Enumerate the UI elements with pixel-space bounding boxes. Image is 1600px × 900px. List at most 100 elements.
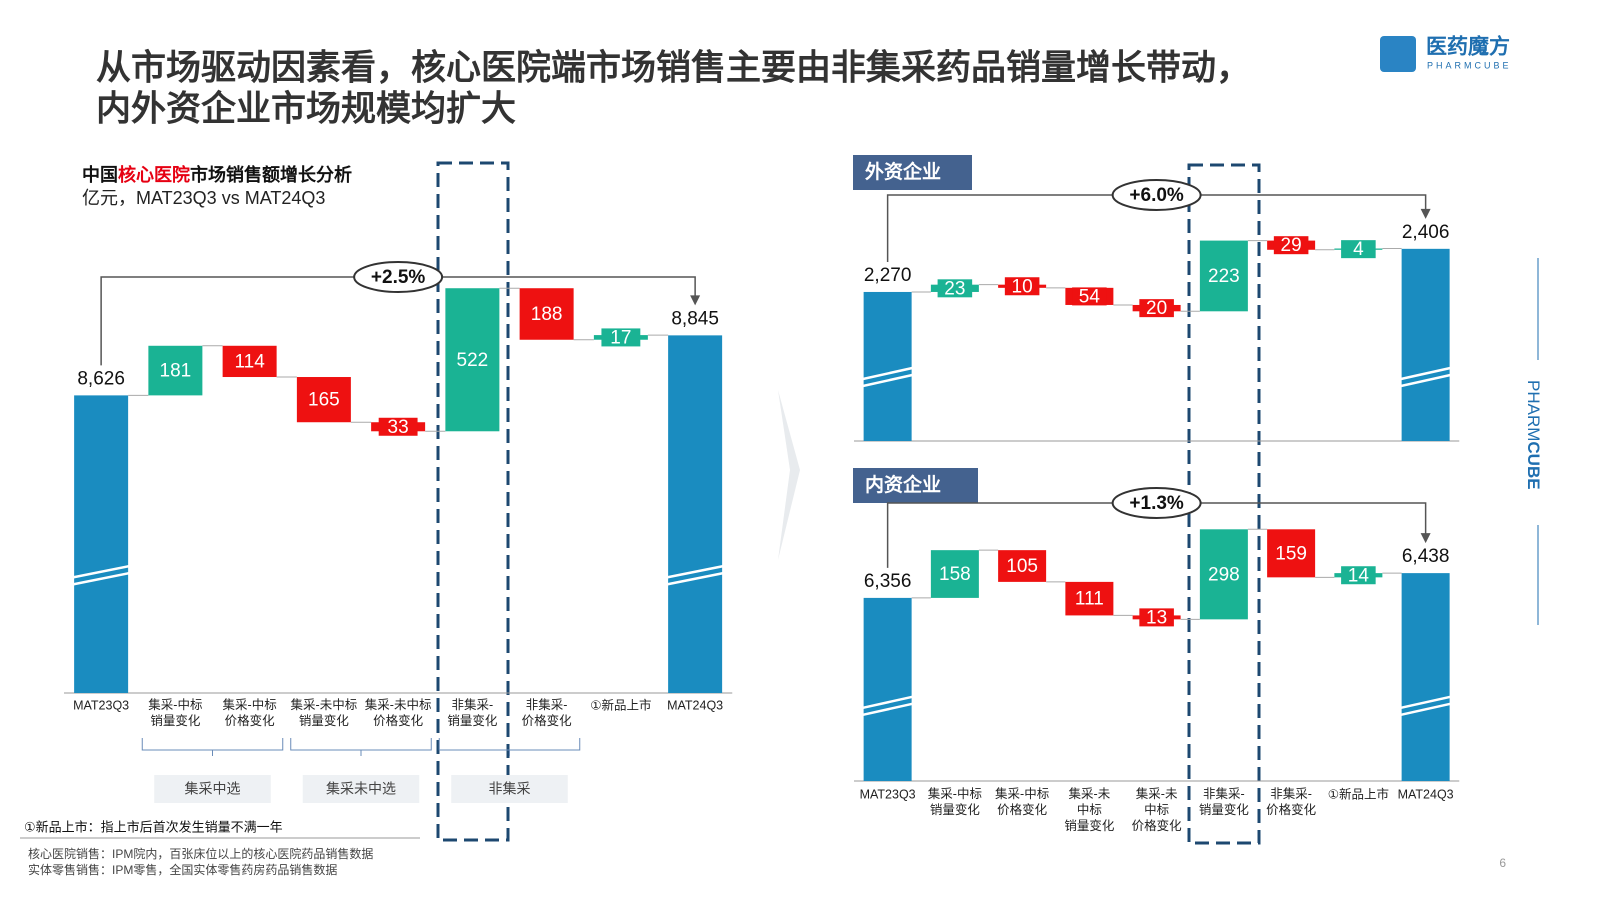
change-bar: [930, 550, 979, 598]
axis-break: [70, 564, 132, 579]
label-line: 集采-未: [1136, 786, 1178, 801]
growth-ellipse: [1111, 179, 1202, 211]
value-label: 159: [1275, 543, 1307, 564]
growth-label: +6.0%: [1129, 185, 1184, 206]
label-line: 销量变化: [150, 713, 201, 728]
side-brand-b: CUBE: [1524, 441, 1543, 489]
x-tick-label: 集采-未中标销量变化: [291, 697, 358, 728]
label-line: 价格变化: [225, 713, 276, 728]
value-label: 111: [1075, 589, 1104, 610]
x-tick-label: MAT23Q3: [73, 698, 129, 712]
x-tick-label: 非集采-价格变化: [522, 697, 573, 728]
label-line: 非集采-: [526, 697, 568, 712]
change-bar: [998, 550, 1047, 582]
x-tick-label: ①新品上市: [1328, 786, 1389, 801]
value-label: 8,626: [77, 368, 125, 389]
total-bar: [1401, 573, 1450, 781]
logo: 医药魔方 PHARMCUBE: [1380, 35, 1510, 72]
value-label: 158: [939, 564, 971, 585]
panel-title: 内资企业: [865, 473, 941, 496]
group-box: [451, 775, 568, 803]
axis-break: [860, 702, 915, 717]
label-line: 销量变化: [930, 802, 981, 817]
axis-break: [860, 695, 915, 710]
change-bar: [148, 345, 203, 396]
value-label: 188: [531, 304, 563, 325]
change-bar: [445, 288, 500, 432]
group-label: 非集采: [489, 781, 531, 797]
chart-subtitle: 亿元，MAT23Q3 vs MAT24Q3: [82, 188, 325, 208]
value-label: 298: [1208, 564, 1240, 585]
label-line: 集采-未中标: [291, 697, 358, 712]
change-bar: [222, 345, 277, 378]
footnote: ①新品上市：指上市后首次发生销量不满一年: [24, 819, 283, 834]
group-box: [302, 775, 420, 803]
arrow-head: [1420, 533, 1431, 544]
x-tick-label: MAT24Q3: [667, 698, 723, 712]
side-brand: PHARMCUBE: [1524, 380, 1543, 490]
arrow-chevron: [778, 390, 800, 560]
label-line: 销量变化: [299, 713, 350, 728]
value-label: 6,356: [864, 571, 912, 592]
footnote: 实体零售销售：IPM零售，全国实体零售药房药品销售数据: [28, 862, 337, 877]
label-box: [1072, 287, 1107, 306]
x-tick-label: 集采-中标价格变化: [223, 697, 277, 728]
x-tick-label: MAT24Q3: [1398, 787, 1454, 801]
value-label: 14: [1348, 565, 1370, 586]
axis-break: [664, 571, 726, 586]
label-box: [1273, 236, 1309, 255]
label-line: 价格变化: [1266, 802, 1317, 817]
arrow-head: [1420, 208, 1431, 219]
x-tick-label: 集采-中标销量变化: [928, 786, 982, 817]
label-line: 非集采-: [1270, 786, 1312, 801]
total-bar: [668, 335, 723, 693]
label-line: 销量变化: [1199, 802, 1250, 817]
label-box: [1139, 608, 1174, 627]
group-label: 集采中选: [185, 781, 241, 797]
change-bar: [519, 288, 574, 340]
title-highlight: 核心医院: [118, 164, 190, 185]
axis-break: [70, 571, 132, 586]
highlight-box: [436, 161, 510, 842]
change-bar: [1199, 529, 1248, 620]
x-tick-label: 集采-未中标销量变化: [1064, 786, 1115, 833]
change-bar: [1267, 529, 1316, 578]
value-label: 114: [234, 351, 265, 372]
label-line: 销量变化: [1064, 818, 1115, 833]
value-label: 4: [1353, 239, 1364, 260]
label-line: 价格变化: [997, 802, 1048, 817]
title-part: 中国: [82, 164, 118, 185]
total-bar: [74, 395, 129, 693]
axis-break: [860, 366, 915, 381]
value-label: 2,406: [1402, 222, 1450, 243]
axis-break: [664, 564, 726, 579]
label-box: [378, 417, 418, 436]
growth-ellipse: [353, 261, 444, 293]
label-box: [1341, 566, 1376, 585]
chart-title: 中国核心医院市场销售额增长分析: [82, 164, 352, 185]
value-label: 8,845: [671, 308, 719, 329]
x-tick-label: 非集采-价格变化: [1266, 786, 1317, 817]
label-box: [1004, 277, 1040, 296]
axis-break: [1398, 702, 1453, 717]
label-line: 集采-中标: [223, 697, 277, 712]
x-tick-label: 集采-未中标价格变化: [365, 697, 432, 728]
total-bar: [863, 597, 912, 781]
growth-ellipse: [1111, 487, 1202, 519]
x-tick-label: 集采-未中标价格变化: [1132, 786, 1183, 833]
x-tick-label: 集采-中标价格变化: [995, 786, 1049, 817]
title-part: 市场销售额增长分析: [190, 164, 352, 185]
arrow-head: [690, 295, 701, 306]
group-bracket: [438, 738, 581, 756]
axis-break: [860, 373, 915, 388]
logo-name: 医药魔方: [1426, 35, 1510, 59]
value-label: 165: [308, 390, 340, 411]
change-bar: [296, 377, 351, 423]
label-box: [937, 279, 973, 298]
label-line: 销量变化: [447, 713, 498, 728]
value-label: 33: [388, 417, 409, 438]
growth-label: +1.3%: [1129, 493, 1184, 514]
page-number: 6: [1499, 856, 1506, 870]
x-tick-label: 非集采-销量变化: [1199, 786, 1250, 817]
